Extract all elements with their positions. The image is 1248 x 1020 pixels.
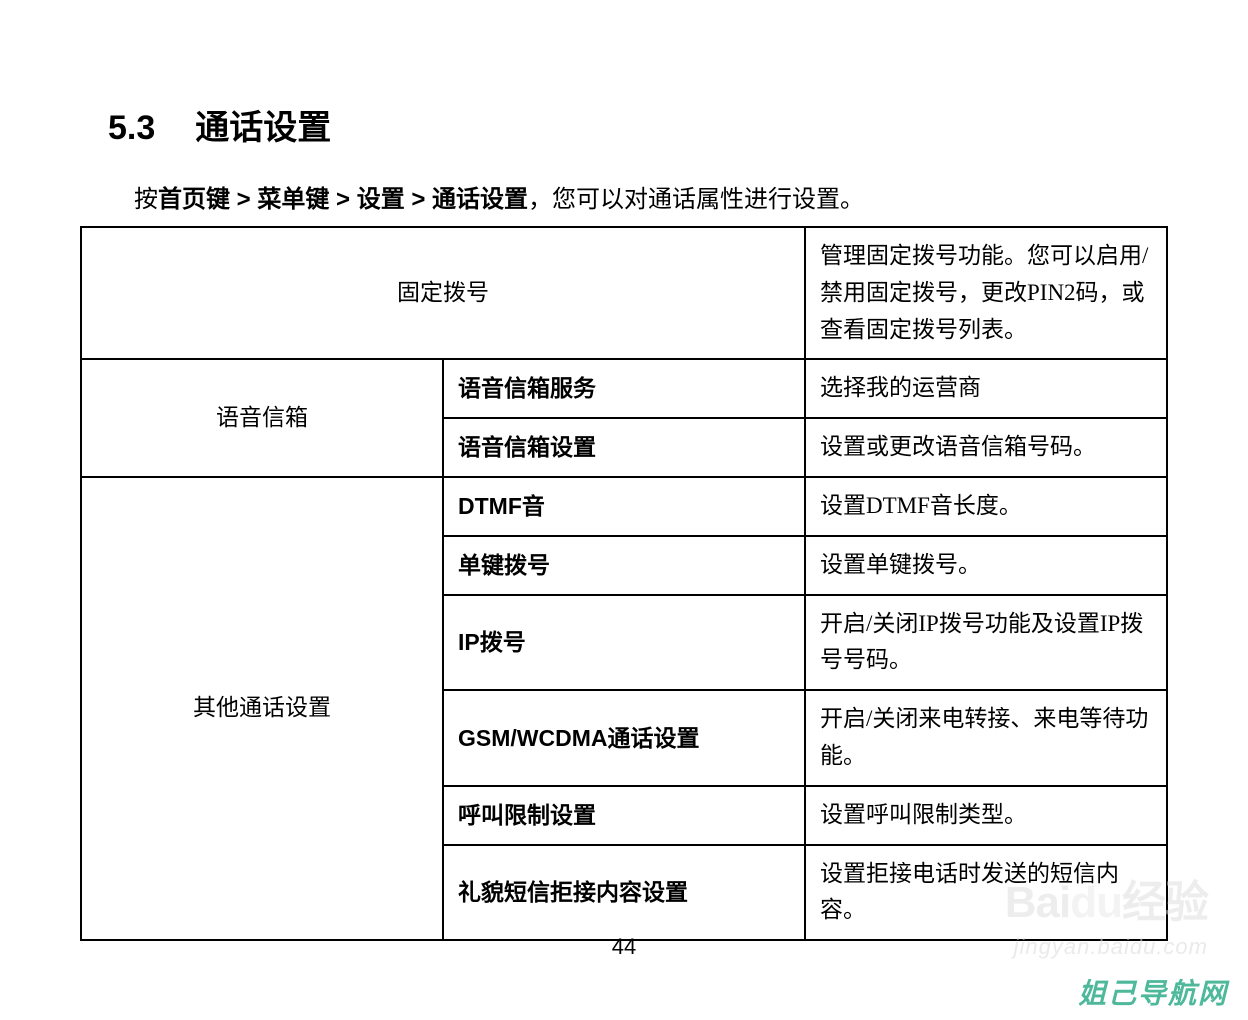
watermark-suffix: 经验: [1122, 878, 1208, 927]
settings-table: 固定拨号 管理固定拨号功能。您可以启用/禁用固定拨号，更改PIN2码，或查看固定…: [80, 226, 1168, 941]
table-row: 固定拨号 管理固定拨号功能。您可以启用/禁用固定拨号，更改PIN2码，或查看固定…: [81, 227, 1167, 359]
single-key-label: 单键拨号: [443, 536, 805, 595]
call-restrict-label: 呼叫限制设置: [443, 786, 805, 845]
fixed-dial-label: 固定拨号: [81, 227, 805, 359]
ip-dial-label: IP拨号: [443, 595, 805, 691]
gsm-wcdma-desc: 开启/关闭来电转接、来电等待功能。: [805, 690, 1167, 786]
intro-breadcrumb: 首页键 > 菜单键 > 设置 > 通话设置: [158, 186, 528, 213]
section-number: 5.3: [108, 109, 155, 147]
voicemail-service-desc: 选择我的运营商: [805, 359, 1167, 418]
voicemail-settings-label: 语音信箱设置: [443, 418, 805, 477]
fixed-dial-desc: 管理固定拨号功能。您可以启用/禁用固定拨号，更改PIN2码，或查看固定拨号列表。: [805, 227, 1167, 359]
call-restrict-desc: 设置呼叫限制类型。: [805, 786, 1167, 845]
ip-dial-desc: 开启/关闭IP拨号功能及设置IP拨号号码。: [805, 595, 1167, 691]
page-number: 44: [612, 934, 636, 960]
other-category: 其他通话设置: [81, 477, 443, 940]
dtmf-label: DTMF音: [443, 477, 805, 536]
voicemail-settings-desc: 设置或更改语音信箱号码。: [805, 418, 1167, 477]
voicemail-service-label: 语音信箱服务: [443, 359, 805, 418]
watermark-prefix: Bai: [1005, 878, 1070, 927]
intro-suffix: ，您可以对通话属性进行设置。: [528, 187, 864, 213]
gsm-wcdma-label: GSM/WCDMA通话设置: [443, 690, 805, 786]
section-heading: 5.3 通话设置: [80, 100, 1168, 149]
table-row: 语音信箱 语音信箱服务 选择我的运营商: [81, 359, 1167, 418]
dtmf-desc: 设置DTMF音长度。: [805, 477, 1167, 536]
watermark-logo: Baidu经验: [1005, 866, 1208, 930]
voicemail-category: 语音信箱: [81, 359, 443, 477]
single-key-desc: 设置单键拨号。: [805, 536, 1167, 595]
brand-watermark: 姐己导航网: [1078, 972, 1228, 1012]
sms-reject-label: 礼貌短信拒接内容设置: [443, 845, 805, 941]
section-title: 通话设置: [195, 109, 331, 147]
table-row: 其他通话设置 DTMF音 设置DTMF音长度。: [81, 477, 1167, 536]
intro-paragraph: 按首页键 > 菜单键 > 设置 > 通话设置，您可以对通话属性进行设置。: [80, 179, 1168, 214]
watermark-url: jingyan.baidu.com: [1014, 934, 1208, 960]
intro-prefix: 按: [134, 187, 158, 213]
